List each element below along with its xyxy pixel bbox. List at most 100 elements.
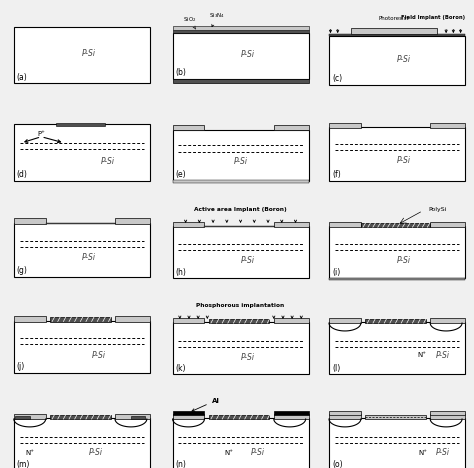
- Bar: [173, 33, 309, 79]
- Bar: [329, 318, 361, 323]
- Text: P-Si: P-Si: [82, 253, 96, 262]
- Text: (j): (j): [17, 362, 25, 371]
- Text: P-Si: P-Si: [82, 49, 96, 58]
- Text: P-Si: P-Si: [251, 448, 265, 457]
- Text: (k): (k): [175, 364, 186, 373]
- Text: N⁺: N⁺: [417, 352, 426, 358]
- Text: P-Si: P-Si: [397, 156, 411, 165]
- Bar: [329, 127, 465, 181]
- Bar: [351, 28, 438, 34]
- Bar: [430, 318, 465, 323]
- Text: N⁺: N⁺: [225, 450, 234, 456]
- Bar: [173, 318, 204, 323]
- Text: (e): (e): [175, 170, 186, 179]
- Text: P-Si: P-Si: [241, 51, 255, 59]
- Text: (m): (m): [17, 460, 30, 468]
- Bar: [274, 414, 309, 419]
- Text: (c): (c): [332, 74, 342, 83]
- Bar: [329, 227, 465, 278]
- Bar: [274, 411, 309, 415]
- Bar: [173, 125, 204, 131]
- Bar: [329, 414, 361, 419]
- Text: Field Implant (Boron): Field Implant (Boron): [401, 15, 465, 20]
- Text: N⁺: N⁺: [419, 450, 428, 456]
- Text: P-Si: P-Si: [241, 256, 255, 265]
- Bar: [50, 317, 110, 322]
- Text: P-Si: P-Si: [241, 353, 255, 362]
- Bar: [430, 411, 465, 415]
- Bar: [173, 79, 309, 83]
- Text: P-Si: P-Si: [436, 448, 450, 457]
- Text: Phosphorous implantation: Phosphorous implantation: [196, 303, 285, 307]
- Bar: [365, 319, 426, 323]
- Text: (g): (g): [17, 266, 27, 275]
- Bar: [14, 223, 150, 277]
- Text: (o): (o): [332, 460, 343, 468]
- Bar: [115, 219, 150, 224]
- Bar: [14, 418, 150, 468]
- Bar: [46, 223, 115, 224]
- Bar: [329, 278, 465, 280]
- Bar: [204, 226, 274, 227]
- Text: N⁺: N⁺: [25, 450, 34, 456]
- Bar: [274, 318, 309, 323]
- Bar: [173, 414, 204, 419]
- Text: (a): (a): [17, 73, 27, 82]
- Text: (f): (f): [332, 170, 341, 179]
- Bar: [209, 319, 269, 323]
- Bar: [14, 124, 150, 181]
- Bar: [173, 26, 309, 30]
- Bar: [131, 416, 146, 419]
- Bar: [173, 418, 309, 468]
- Bar: [173, 227, 309, 278]
- Text: (l): (l): [332, 364, 340, 373]
- Text: P-Si: P-Si: [397, 55, 411, 64]
- Bar: [14, 219, 46, 224]
- Text: P-Si: P-Si: [101, 157, 115, 166]
- Bar: [329, 322, 465, 374]
- Text: Si$_3$N$_4$: Si$_3$N$_4$: [209, 11, 225, 27]
- Bar: [430, 123, 465, 128]
- Text: (i): (i): [332, 268, 340, 277]
- Bar: [329, 418, 465, 468]
- Text: Active area Implant (Boron): Active area Implant (Boron): [194, 207, 287, 212]
- Bar: [329, 222, 361, 227]
- Bar: [56, 123, 105, 126]
- Text: P-Si: P-Si: [89, 448, 103, 457]
- Bar: [361, 223, 430, 227]
- Bar: [173, 30, 309, 33]
- Bar: [115, 316, 150, 322]
- Text: (n): (n): [175, 460, 186, 468]
- Bar: [14, 27, 150, 83]
- Bar: [329, 34, 465, 36]
- Bar: [15, 416, 30, 419]
- Bar: [14, 316, 46, 322]
- Text: SiO$_2$: SiO$_2$: [182, 15, 196, 29]
- Bar: [173, 130, 309, 181]
- Bar: [430, 414, 465, 419]
- Bar: [115, 414, 150, 419]
- Bar: [430, 222, 465, 227]
- Text: Photoresist: Photoresist: [379, 16, 410, 22]
- Text: P-Si: P-Si: [92, 351, 106, 360]
- Bar: [14, 321, 150, 373]
- Text: P-Si: P-Si: [234, 157, 247, 166]
- Text: Al: Al: [192, 397, 219, 411]
- Bar: [329, 411, 361, 415]
- Bar: [50, 415, 110, 419]
- Text: (d): (d): [17, 170, 27, 179]
- Bar: [329, 36, 465, 85]
- Bar: [173, 411, 204, 415]
- Bar: [209, 415, 269, 419]
- Bar: [365, 415, 426, 419]
- Bar: [274, 125, 309, 131]
- Text: (b): (b): [175, 68, 186, 77]
- Text: PolySi: PolySi: [429, 207, 447, 212]
- Bar: [173, 180, 309, 183]
- Bar: [14, 414, 46, 419]
- Bar: [173, 322, 309, 374]
- Text: P-Si: P-Si: [436, 351, 450, 360]
- Text: (h): (h): [175, 268, 186, 277]
- Text: P-Si: P-Si: [397, 256, 411, 265]
- Bar: [329, 123, 361, 128]
